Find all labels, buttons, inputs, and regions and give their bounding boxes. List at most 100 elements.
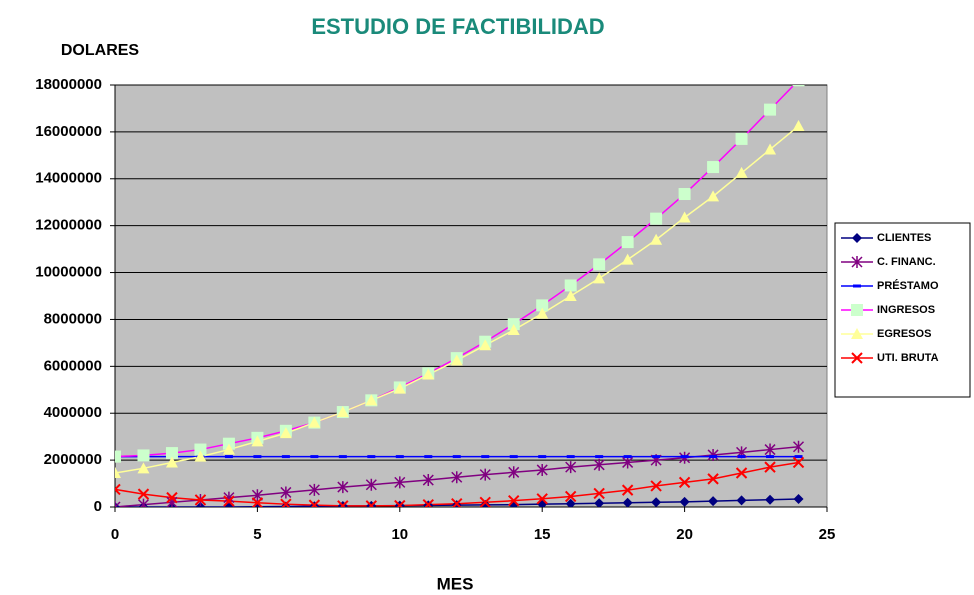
- marker: [536, 307, 549, 319]
- marker: [451, 498, 463, 507]
- marker: [593, 272, 606, 284]
- marker: [194, 494, 207, 506]
- marker: [365, 478, 377, 491]
- marker: [564, 490, 577, 503]
- marker: [137, 462, 150, 474]
- marker: [765, 494, 776, 505]
- marker: [851, 304, 863, 316]
- marker: [736, 495, 747, 506]
- marker: [279, 427, 292, 439]
- marker: [792, 456, 805, 469]
- marker: [115, 467, 121, 479]
- marker: [508, 466, 520, 479]
- legend-label: UTI. BRUTA: [877, 352, 939, 364]
- legend-label: C. FINANC.: [877, 256, 936, 268]
- y-tick-label: 4000000: [44, 404, 102, 421]
- marker: [536, 463, 548, 476]
- marker: [337, 500, 349, 507]
- marker: [679, 496, 690, 507]
- marker: [508, 494, 520, 507]
- marker: [536, 299, 549, 312]
- marker: [650, 212, 663, 225]
- x-tick-label: 0: [111, 526, 119, 543]
- marker: [792, 120, 805, 132]
- marker: [564, 290, 577, 301]
- x-axis-label: MES: [437, 574, 474, 593]
- marker: [393, 382, 406, 394]
- marker: [251, 435, 264, 447]
- marker: [764, 443, 776, 456]
- marker: [793, 494, 804, 505]
- marker: [422, 474, 434, 487]
- marker: [165, 447, 178, 460]
- marker: [194, 443, 207, 456]
- marker: [337, 501, 348, 507]
- marker: [337, 481, 349, 494]
- marker: [622, 497, 633, 507]
- marker: [223, 495, 235, 507]
- marker: [336, 406, 349, 418]
- legend-label: PRÉSTAMO: [877, 279, 939, 292]
- marker: [137, 449, 150, 462]
- marker: [280, 498, 292, 507]
- marker: [115, 483, 121, 496]
- marker: [764, 461, 776, 473]
- legend-label: INGRESOS: [877, 304, 935, 316]
- marker: [851, 256, 863, 268]
- marker: [508, 499, 519, 507]
- marker: [394, 476, 406, 489]
- marker: [764, 103, 777, 116]
- marker: [792, 440, 805, 453]
- marker: [137, 498, 150, 507]
- y-tick-label: 8000000: [44, 310, 102, 327]
- marker: [594, 498, 605, 507]
- legend-label: EGRESOS: [877, 328, 931, 340]
- marker: [593, 258, 606, 271]
- y-tick-label: 10000000: [35, 264, 102, 281]
- marker: [365, 394, 378, 406]
- marker: [593, 458, 605, 471]
- marker: [564, 279, 577, 292]
- y-tick-label: 2000000: [44, 451, 102, 468]
- y-tick-label: 18000000: [35, 76, 102, 93]
- marker: [678, 211, 691, 223]
- marker: [451, 471, 463, 484]
- marker: [650, 480, 662, 492]
- marker: [165, 456, 178, 468]
- marker: [366, 500, 377, 507]
- x-tick-label: 10: [391, 526, 408, 543]
- x-tick-label: 25: [819, 526, 836, 543]
- legend-label: CLIENTES: [877, 232, 931, 244]
- marker: [851, 352, 863, 364]
- marker: [422, 368, 435, 380]
- marker: [707, 473, 719, 485]
- marker: [115, 501, 121, 507]
- y-tick-label: 16000000: [35, 123, 102, 140]
- marker: [593, 487, 605, 500]
- series-layer: [115, 85, 805, 507]
- chart-title: ESTUDIO DE FACTIBILIDAD: [311, 14, 604, 39]
- marker: [678, 188, 691, 201]
- y-tick-label: 6000000: [44, 357, 102, 374]
- marker: [194, 450, 207, 462]
- x-tick-label: 20: [676, 526, 693, 543]
- y-tick-label: 0: [94, 498, 102, 515]
- marker: [308, 499, 321, 507]
- marker: [223, 502, 234, 507]
- marker: [651, 497, 662, 507]
- marker: [308, 416, 321, 428]
- marker: [280, 486, 292, 499]
- marker: [622, 456, 634, 469]
- marker: [137, 488, 150, 500]
- marker: [707, 161, 720, 174]
- marker: [479, 339, 492, 351]
- marker: [422, 498, 434, 507]
- marker: [735, 166, 748, 178]
- marker: [707, 448, 719, 461]
- marker: [565, 461, 577, 474]
- marker: [764, 143, 777, 155]
- marker: [678, 476, 691, 489]
- plot-area: [114, 84, 828, 508]
- marker: [536, 493, 548, 505]
